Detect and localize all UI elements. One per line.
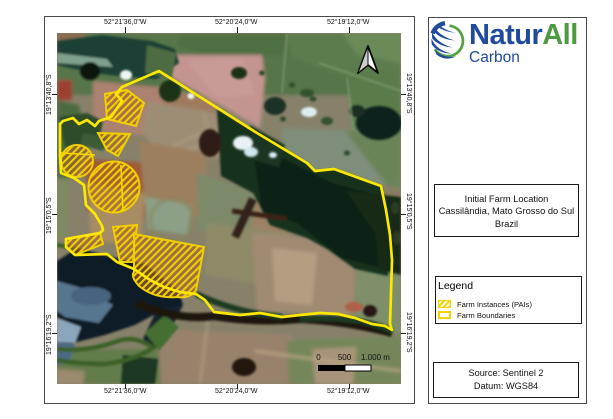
svg-text:1.000 m: 1.000 m <box>361 353 390 362</box>
svg-text:500: 500 <box>338 353 352 362</box>
svg-text:0: 0 <box>316 353 321 362</box>
